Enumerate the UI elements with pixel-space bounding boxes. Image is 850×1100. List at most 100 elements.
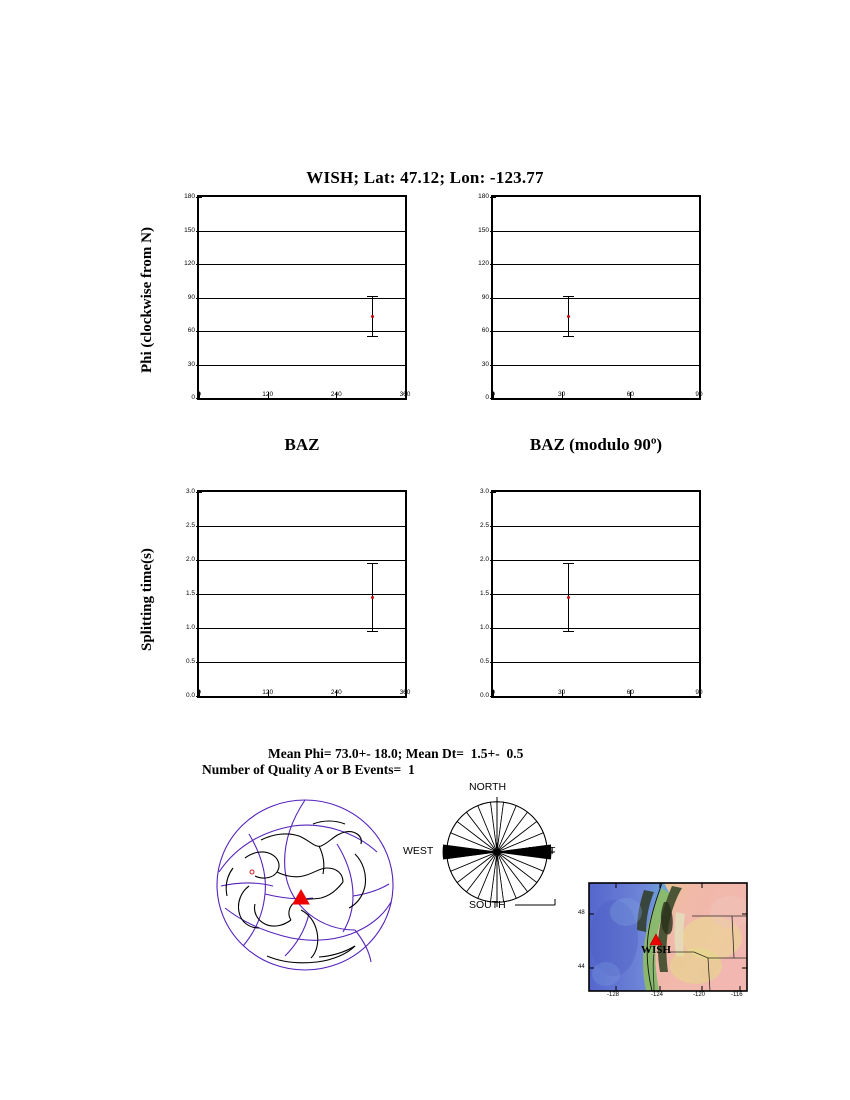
- x-tick: [267, 392, 269, 398]
- grid-line: [493, 526, 699, 527]
- y-tick: [196, 628, 202, 629]
- x-tick: [561, 392, 563, 398]
- globe-projection: [205, 790, 405, 980]
- error-bar-cap-lower: [563, 630, 575, 633]
- data-point[interactable]: [567, 314, 571, 318]
- y-tick: [196, 398, 202, 399]
- x-tick-label: 360: [399, 391, 411, 398]
- data-point[interactable]: [370, 314, 374, 318]
- y-tick-label: 1.5: [185, 590, 195, 597]
- grid-line: [493, 297, 699, 299]
- y-tick-label: 1.5: [479, 590, 489, 597]
- y-tick-label: 2.5: [185, 522, 195, 529]
- grid-line: [199, 297, 405, 299]
- y-tick: [196, 526, 202, 527]
- y-tick: [196, 492, 202, 493]
- rose-label-north: NORTH: [469, 781, 507, 793]
- y-tick: [490, 230, 496, 232]
- plot-phi-vs-baz-mod90[interactable]: 0 30 60 90 120 150 180 0 30 60 90: [478, 193, 702, 401]
- event-marker: [249, 869, 255, 875]
- x-tick-label: 0: [197, 391, 201, 398]
- y-tick-label: 2.5: [479, 522, 489, 529]
- y-tick: [490, 297, 496, 299]
- x-tick-label: 0: [491, 689, 495, 696]
- region-map[interactable]: WISH -128 -124 -120 -116 48 44: [578, 878, 752, 1018]
- x-tick: [493, 392, 494, 398]
- x-tick-label: 240: [330, 391, 342, 398]
- plot-dt-vs-baz[interactable]: 0.0 0.5 1.0 1.5 2.0 2.5 3.0 0 120 240 360: [186, 488, 410, 699]
- y-tick-label: 1.0: [185, 624, 195, 631]
- y-tick: [196, 297, 202, 299]
- grid-line: [199, 594, 405, 595]
- x-tick: [405, 690, 406, 696]
- x-tick-label: 240: [330, 689, 342, 696]
- x-tick-label: 30: [558, 391, 566, 398]
- error-bar-cap-lower: [563, 335, 575, 338]
- error-bar-cap-lower: [366, 335, 378, 338]
- rose-diagram: NORTH EAST SOUTH WEST: [403, 781, 580, 915]
- x-tick-label: 0: [197, 689, 201, 696]
- grid-line: [199, 331, 405, 332]
- map-raster: [589, 883, 747, 991]
- data-point[interactable]: [370, 595, 374, 599]
- rose-svg: [442, 797, 556, 907]
- data-point[interactable]: [567, 595, 571, 599]
- grid-line: [199, 662, 405, 663]
- y-tick-label: 0.5: [185, 658, 195, 665]
- map-lon-tick-1: -124: [651, 992, 664, 998]
- map-lat-tick-1: 44: [578, 964, 585, 970]
- map-lon-tick-2: -120: [693, 992, 706, 998]
- plot-dt-vs-baz-mod90[interactable]: 0.0 0.5 1.0 1.5 2.0 2.5 3.0 0 30 60 90: [480, 488, 703, 699]
- region-map-svg: [588, 882, 748, 992]
- y-tick: [490, 398, 496, 399]
- y-tick-label: 3.0: [185, 488, 195, 495]
- y-tick-label: 180: [184, 193, 195, 200]
- grid-line: [199, 230, 405, 232]
- x-tick-label: 90: [695, 689, 703, 696]
- error-bar-cap-upper: [366, 295, 378, 298]
- x-tick: [699, 392, 700, 398]
- page-title: WISH; Lat: 47.12; Lon: -123.77: [306, 168, 544, 187]
- x-tick-label: 60: [626, 391, 634, 398]
- x-tick: [199, 392, 200, 398]
- y-tick-label: 90: [187, 293, 195, 301]
- globe-svg: [216, 799, 394, 971]
- map-frame: [588, 882, 748, 992]
- y-tick-label: 0: [191, 394, 195, 401]
- rose-label-south: SOUTH: [469, 899, 506, 911]
- grid-line: [493, 662, 699, 663]
- y-tick: [490, 264, 496, 265]
- grid-line: [199, 264, 405, 265]
- caption-baz-top: BAZ: [284, 435, 320, 454]
- y-tick: [490, 560, 496, 561]
- x-tick: [630, 392, 632, 398]
- y-tick: [490, 526, 496, 527]
- grid-line: [199, 364, 405, 366]
- x-tick: [493, 690, 494, 696]
- grid-line: [493, 560, 699, 561]
- mean-stats-line: Mean Phi= 73.0+- 18.0; Mean Dt= 1.5+- 0.…: [268, 746, 524, 761]
- grid-line: [199, 628, 405, 629]
- plot-phi-vs-baz[interactable]: 0 30 60 90 120 150 180 0 120 240 360: [184, 193, 410, 401]
- map-station-label: WISH: [641, 944, 671, 956]
- y-tick: [490, 662, 496, 663]
- x-tick: [199, 690, 200, 696]
- grid-line: [493, 364, 699, 366]
- y-tick-label: 0.0: [185, 692, 195, 699]
- error-bar-cap-upper: [366, 562, 378, 565]
- y-tick-label: 3.0: [479, 488, 489, 495]
- x-tick: [336, 690, 338, 696]
- y-tick: [490, 364, 496, 366]
- rose-sectors: [442, 801, 552, 903]
- grid-line: [493, 331, 699, 332]
- grid-line: [199, 526, 405, 527]
- y-tick-label: 180: [478, 193, 489, 200]
- y-tick: [196, 696, 202, 697]
- y-tick-label: 90: [481, 293, 489, 301]
- map-lat-tick-0: 48: [578, 910, 585, 916]
- x-tick-label: 30: [558, 689, 566, 696]
- y-tick-label: 60: [481, 327, 489, 334]
- error-bar-cap-upper: [563, 562, 575, 565]
- x-tick: [630, 690, 632, 696]
